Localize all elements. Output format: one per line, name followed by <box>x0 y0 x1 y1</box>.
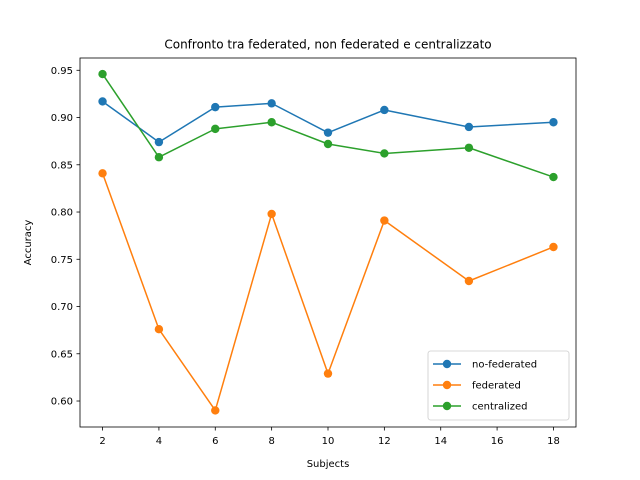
y-axis-label: Accuracy <box>23 220 34 266</box>
legend-item-centralized: centralized <box>433 402 527 413</box>
series-no-federated <box>98 97 558 147</box>
data-point <box>549 172 558 182</box>
y-tick-label: 0.85 <box>51 160 73 171</box>
data-point <box>267 99 276 108</box>
data-point <box>323 128 333 137</box>
y-axis-ticks: 0.60 0.65 0.70 0.75 0.80 0.85 0.90 0.95 <box>51 66 80 408</box>
data-point <box>154 324 164 334</box>
series-layer <box>98 69 558 415</box>
data-point <box>154 153 164 162</box>
data-point <box>464 276 474 286</box>
y-tick-label: 0.75 <box>51 255 73 266</box>
legend-marker <box>442 359 452 369</box>
x-axis-label: Subjects <box>307 459 350 470</box>
data-point <box>98 169 107 178</box>
y-tick-label: 0.65 <box>51 349 73 360</box>
data-point <box>211 102 220 112</box>
x-tick-label: 14 <box>434 436 447 447</box>
series-line <box>101 173 554 412</box>
data-point <box>380 105 389 115</box>
data-point <box>323 369 333 378</box>
x-tick-label: 12 <box>378 436 391 447</box>
data-point <box>380 216 389 225</box>
x-tick-label: 2 <box>99 436 105 447</box>
chart-title: Confronto tra federated, non federated e… <box>164 38 491 52</box>
legend: no-federated federated centralized <box>427 350 570 421</box>
data-point <box>98 69 107 79</box>
legend-item-federated: federated <box>433 381 521 392</box>
y-tick-label: 0.70 <box>51 302 73 313</box>
series-line <box>101 73 554 178</box>
data-point <box>211 124 220 134</box>
y-tick-label: 0.60 <box>51 397 73 408</box>
legend-marker <box>442 401 452 411</box>
x-axis-ticks: 2 4 6 8 10 12 14 16 18 <box>99 427 560 447</box>
x-tick-label: 8 <box>268 436 274 447</box>
series-centralized <box>98 69 558 182</box>
x-tick-label: 18 <box>547 436 560 447</box>
data-point <box>464 143 474 152</box>
data-point <box>380 149 389 158</box>
y-tick-label: 0.95 <box>51 66 73 77</box>
data-point <box>267 118 276 127</box>
series-federated <box>98 169 558 415</box>
y-tick-label: 0.80 <box>51 208 73 219</box>
legend-label: no-federated <box>472 360 537 371</box>
legend-label: federated <box>472 381 521 392</box>
legend-marker <box>442 380 452 390</box>
data-point <box>154 137 164 147</box>
data-point <box>549 118 558 127</box>
data-point <box>323 139 333 149</box>
x-tick-label: 6 <box>212 436 218 447</box>
data-point <box>211 406 220 415</box>
x-tick-label: 4 <box>156 436 162 447</box>
data-point <box>267 209 276 219</box>
data-point <box>464 122 474 132</box>
series-line <box>102 100 554 143</box>
y-tick-label: 0.90 <box>51 113 73 124</box>
data-point <box>549 242 558 252</box>
legend-item-no-federated: no-federated <box>433 360 537 371</box>
legend-label: centralized <box>472 402 527 413</box>
legend-box <box>427 350 570 421</box>
x-tick-label: 10 <box>322 436 335 447</box>
x-tick-label: 16 <box>491 436 504 447</box>
data-point <box>98 97 107 106</box>
